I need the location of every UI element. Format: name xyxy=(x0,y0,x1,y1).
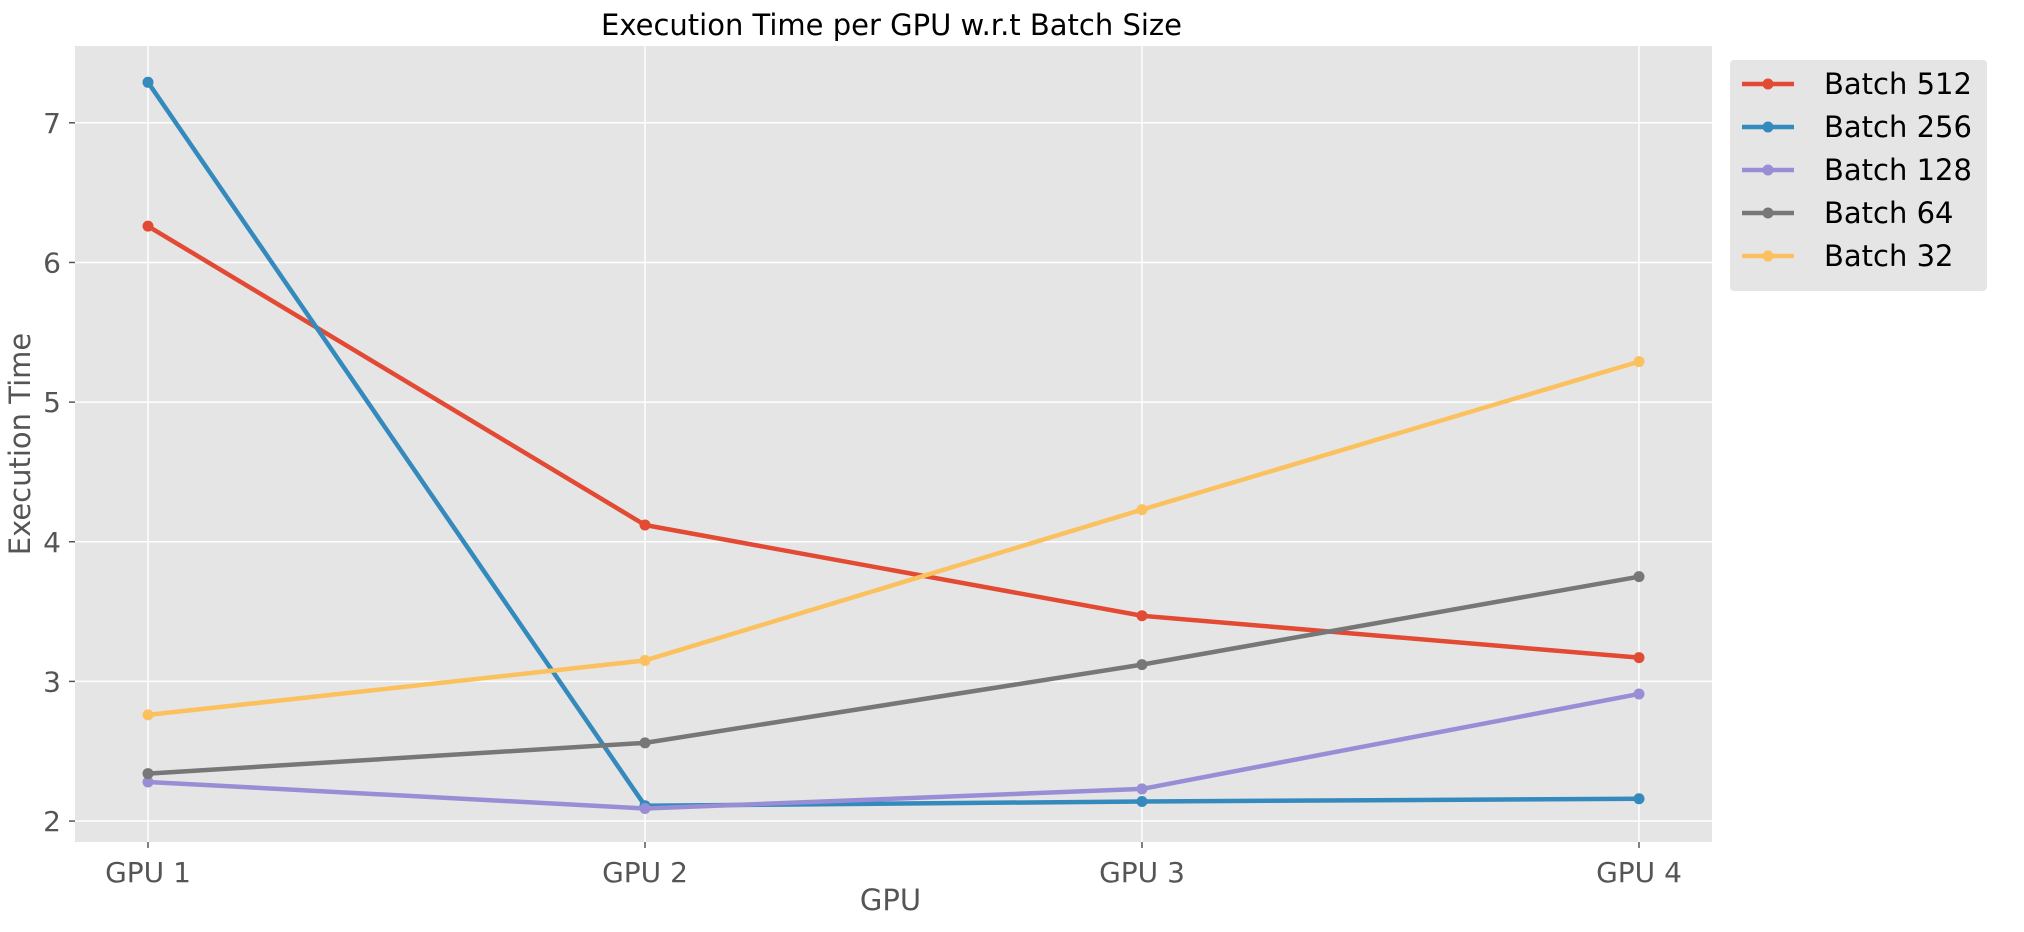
legend-label: Batch 32 xyxy=(1824,239,1953,273)
chart-title: Execution Time per GPU w.r.t Batch Size xyxy=(601,8,1182,42)
x-tick-label: GPU 2 xyxy=(602,856,688,889)
y-tick-label: 7 xyxy=(43,107,61,140)
legend-label: Batch 256 xyxy=(1824,110,1972,144)
data-point xyxy=(639,519,651,531)
legend-item: Batch 32 xyxy=(1742,239,1953,273)
legend-marker xyxy=(1762,78,1774,90)
data-point xyxy=(1136,610,1148,622)
data-point xyxy=(142,776,154,788)
data-point xyxy=(1633,688,1645,700)
legend-item: Batch 128 xyxy=(1742,153,1972,187)
legend-item: Batch 64 xyxy=(1742,196,1953,230)
y-tick-label: 5 xyxy=(43,386,61,419)
y-axis: 2 3 4 5 6 7 xyxy=(43,107,75,838)
series-batch-64 xyxy=(142,571,1645,780)
x-tick-label: GPU 4 xyxy=(1596,856,1682,889)
data-point xyxy=(1136,659,1148,671)
data-point xyxy=(142,220,154,232)
legend-item: Batch 256 xyxy=(1742,110,1972,144)
plot-area xyxy=(75,46,1712,842)
data-point xyxy=(1633,793,1645,805)
data-point xyxy=(1136,783,1148,795)
y-tick-label: 6 xyxy=(43,246,61,279)
x-tick-label: GPU 3 xyxy=(1099,856,1185,889)
x-axis: GPU 1 GPU 2 GPU 3 GPU 4 xyxy=(105,842,1682,889)
y-tick-label: 4 xyxy=(43,526,61,559)
data-point xyxy=(142,76,154,88)
series-layer xyxy=(142,76,1645,814)
data-point xyxy=(639,802,651,814)
series-line xyxy=(145,574,1642,776)
y-axis-label: Execution Time xyxy=(3,333,37,556)
data-point xyxy=(1633,652,1645,664)
data-point xyxy=(142,768,154,780)
legend-marker xyxy=(1762,250,1774,262)
legend-marker xyxy=(1762,121,1774,133)
data-point xyxy=(1633,571,1645,583)
data-point xyxy=(1136,796,1148,808)
data-point xyxy=(639,737,651,749)
data-point xyxy=(1136,504,1148,516)
legend-label: Batch 64 xyxy=(1824,196,1953,230)
series-line xyxy=(145,359,1642,718)
grid xyxy=(75,46,1712,842)
y-tick-label: 2 xyxy=(43,805,61,838)
legend-label: Batch 512 xyxy=(1824,67,1972,101)
data-point xyxy=(639,654,651,666)
series-line xyxy=(145,223,1642,660)
y-tick-label: 3 xyxy=(43,665,61,698)
series-batch-32 xyxy=(142,356,1645,721)
x-axis-label: GPU xyxy=(860,883,921,917)
data-point xyxy=(1633,356,1645,368)
legend-item: Batch 512 xyxy=(1742,67,1972,101)
series-line xyxy=(145,691,1642,811)
legend-marker xyxy=(1762,164,1774,176)
x-tick-label: GPU 1 xyxy=(105,856,191,889)
series-batch-512 xyxy=(142,220,1645,664)
data-point xyxy=(142,709,154,721)
legend-box xyxy=(1730,60,1987,291)
legend-marker xyxy=(1762,207,1774,219)
legend-label: Batch 128 xyxy=(1824,153,1972,187)
series-line xyxy=(145,80,1642,808)
series-batch-128 xyxy=(142,688,1645,814)
legend: Batch 512 Batch 256 Batch 128 Batch 64 Batch… xyxy=(1730,60,1987,291)
